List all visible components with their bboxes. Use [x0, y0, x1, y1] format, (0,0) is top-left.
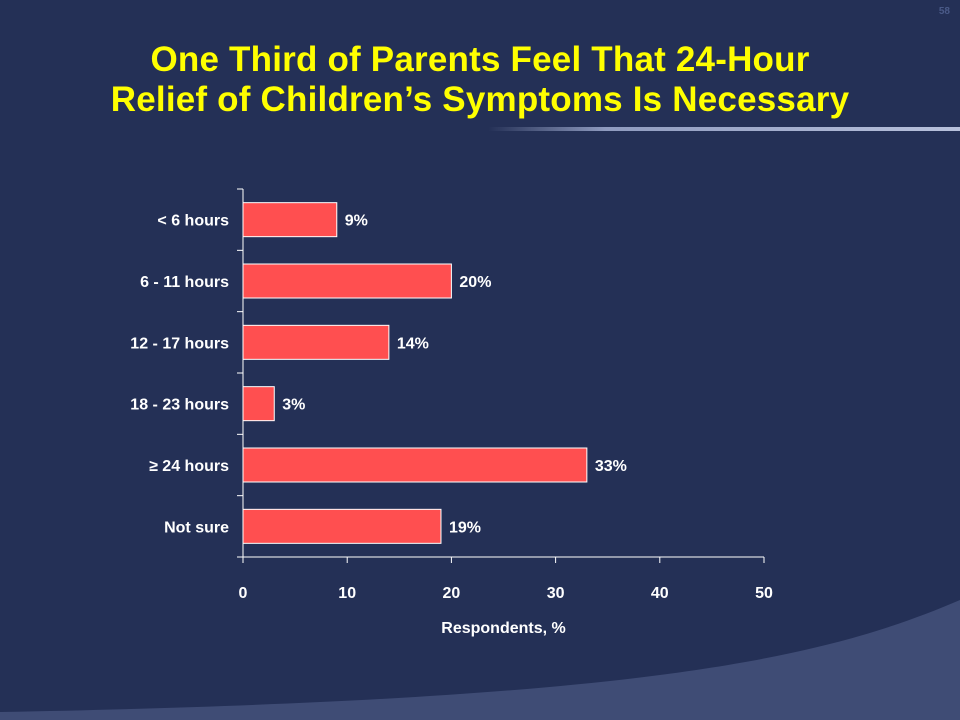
bar: [242, 386, 275, 422]
x-tick-label: 0: [239, 585, 248, 602]
data-label: 20%: [459, 274, 491, 291]
data-label: 19%: [449, 519, 481, 536]
x-axis-title: Respondents, %: [441, 620, 565, 637]
bar: [242, 508, 442, 544]
slide-title: One Third of Parents Feel That 24-Hour R…: [0, 40, 960, 120]
x-tick-label: 30: [547, 585, 565, 602]
bar: [242, 324, 390, 360]
slide-number: 58: [938, 6, 950, 17]
corner-swoosh: [0, 600, 960, 720]
category-label: < 6 hours: [157, 213, 229, 230]
data-label: 9%: [345, 213, 368, 230]
data-label: 3%: [282, 397, 305, 414]
data-label: 33%: [595, 458, 627, 475]
title-line-1: One Third of Parents Feel That 24-Hour: [150, 40, 810, 79]
data-label: 14%: [397, 335, 429, 352]
bar: [242, 447, 588, 483]
category-label: 6 - 11 hours: [140, 274, 229, 291]
bar: [242, 202, 338, 238]
category-label: ≥ 24 hours: [149, 458, 229, 475]
x-tick-label: 50: [755, 585, 773, 602]
category-label: 18 - 23 hours: [130, 397, 229, 414]
title-underline: [488, 127, 960, 131]
title-line-2: Relief of Children’s Symptoms Is Necessa…: [110, 80, 850, 119]
x-tick-label: 40: [651, 585, 669, 602]
category-label: Not sure: [164, 519, 229, 536]
category-label: 12 - 17 hours: [130, 335, 229, 352]
x-tick-label: 10: [338, 585, 356, 602]
bar: [242, 263, 452, 299]
x-tick-label: 20: [443, 585, 461, 602]
